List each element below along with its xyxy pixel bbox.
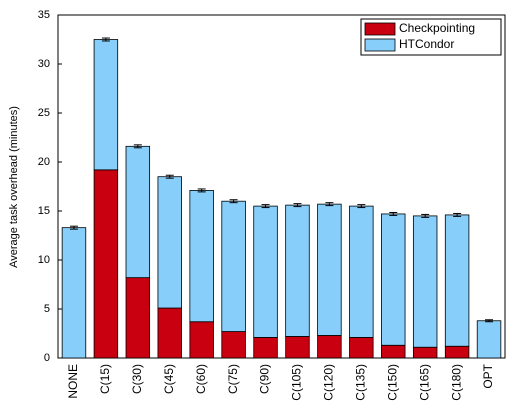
bar-segment: [61, 227, 87, 359]
bar-segment: [157, 176, 182, 309]
bar-segment: [253, 205, 278, 338]
bar-segment: [444, 345, 470, 359]
x-tick-label: C(180): [449, 364, 463, 401]
legend-swatch: [364, 38, 396, 52]
y-tick-label: 5: [44, 303, 50, 315]
bar-segment: [349, 205, 374, 338]
bar-segment: [317, 335, 342, 359]
x-tick-label: C(75): [226, 364, 240, 394]
y-tick-label: 20: [38, 156, 50, 168]
bar-segment: [444, 214, 470, 347]
bar-segment: [93, 169, 119, 359]
y-tick-label: 25: [38, 107, 50, 119]
bar-segment: [221, 331, 246, 359]
bar-segment: [125, 145, 151, 279]
bar-segment: [285, 336, 310, 359]
y-tick-label: 35: [38, 9, 50, 21]
plot-frame: [57, 14, 506, 359]
y-tick-label: 0: [44, 352, 50, 364]
y-axis-label: Average task overhead (minutes): [8, 106, 20, 268]
bar-segment: [93, 39, 119, 171]
x-tick-label: C(15): [98, 364, 112, 394]
y-tick-label: 30: [38, 58, 50, 70]
y-tick-label: 10: [38, 254, 50, 266]
x-tick-label: NONE: [66, 364, 80, 399]
bar-segment: [125, 277, 151, 359]
legend-label: Checkpointing: [399, 21, 475, 35]
bar-segment: [381, 344, 406, 359]
bar-segment: [317, 203, 342, 336]
x-tick-label: C(60): [194, 364, 208, 394]
bar-segment: [189, 321, 214, 359]
x-tick-label: C(135): [353, 364, 367, 401]
x-tick-label: OPT: [481, 363, 495, 388]
x-tick-label: C(45): [162, 364, 176, 394]
x-tick-label: C(120): [322, 364, 336, 401]
x-tick-label: C(105): [290, 364, 304, 401]
x-tick-label: C(150): [385, 364, 399, 401]
x-tick-label: C(165): [417, 364, 431, 401]
bar-segment: [349, 337, 374, 359]
x-tick-label: C(30): [130, 364, 144, 394]
bar-segment: [253, 337, 278, 359]
bar-segment: [157, 307, 182, 359]
legend-swatch: [364, 22, 396, 36]
y-tick-label: 15: [38, 205, 50, 217]
bar-segment: [476, 320, 502, 359]
bar-segment: [189, 190, 214, 323]
bar-segment: [285, 204, 310, 337]
bar-segment: [381, 213, 406, 346]
legend-label: HTCondor: [399, 37, 454, 51]
bar-segment: [412, 346, 438, 359]
bar-segment: [412, 215, 438, 348]
bar-segment: [221, 200, 246, 332]
x-tick-label: C(90): [258, 364, 272, 394]
